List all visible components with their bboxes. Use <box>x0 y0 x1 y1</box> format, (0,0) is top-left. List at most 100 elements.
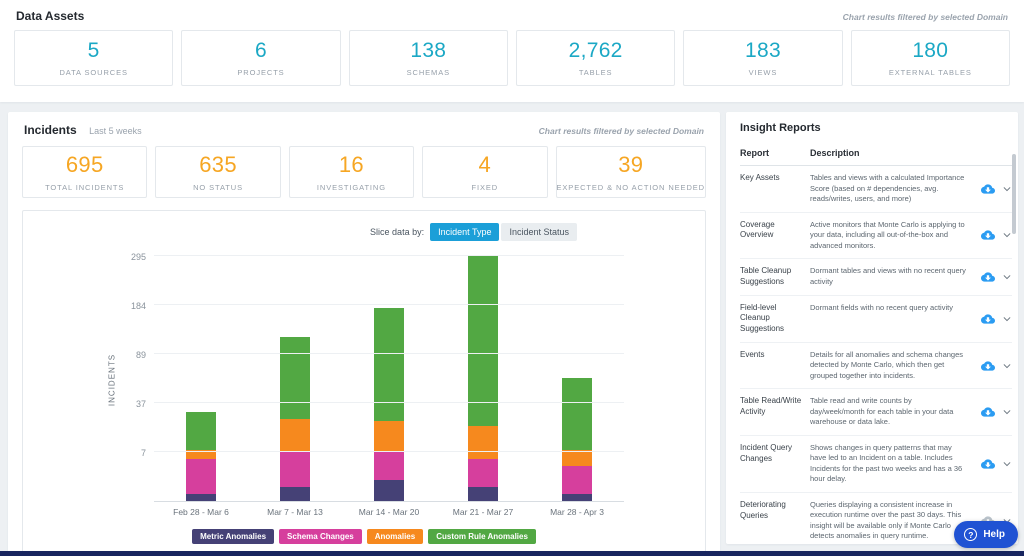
bar-segment-custom-rule-anomalies[interactable] <box>280 337 310 419</box>
stat-value: 5 <box>87 39 100 62</box>
bar-segment-metric-anomalies[interactable] <box>186 494 216 501</box>
stat-value: 695 <box>65 152 104 177</box>
chevron-down-icon[interactable] <box>1002 272 1012 282</box>
x-tick-label: Mar 28 - Apr 3 <box>550 507 604 517</box>
report-description: Queries displaying a consistent increase… <box>810 499 962 541</box>
stat-value: 2,762 <box>568 39 623 62</box>
stat-card: 4 FIXED <box>422 146 548 198</box>
help-button-label: Help <box>983 529 1005 540</box>
stacked-bar-chart: INCIDENTS 7 37 89 184 295 Feb 28 - Mar 6 Mar … <box>104 252 624 544</box>
stat-value: 183 <box>745 39 781 62</box>
stacked-bar[interactable] <box>280 337 310 501</box>
bar-segment-custom-rule-anomalies[interactable] <box>562 378 592 450</box>
stacked-bar[interactable] <box>186 412 216 501</box>
stat-value: 635 <box>199 152 237 177</box>
insight-report-row: Table Cleanup Suggestions Dormant tables… <box>740 259 1012 296</box>
cloud-download-icon[interactable] <box>981 359 995 373</box>
cloud-download-icon[interactable] <box>981 457 995 471</box>
insight-reports-title: Insight Reports <box>740 122 821 134</box>
report-name: Coverage Overview <box>740 219 775 240</box>
data-assets-title: Data Assets <box>16 9 85 23</box>
bar-segment-metric-anomalies[interactable] <box>374 480 404 501</box>
legend-chip-anomalies: Anomalies <box>366 529 424 544</box>
stat-card: 39 EXPECTED & NO ACTION NEEDED <box>555 146 706 198</box>
stat-card: 16 INVESTIGATING <box>288 146 415 198</box>
cloud-download-icon[interactable] <box>981 228 995 242</box>
stat-value: 39 <box>618 152 644 177</box>
incidents-filter-note: Chart results filtered by selected Domai… <box>538 126 704 136</box>
insight-reports-table: Report Description Key Assets Tables and… <box>726 142 1018 544</box>
description-column-header: Description <box>810 148 860 158</box>
report-description: Table read and write counts by day/week/… <box>810 396 954 427</box>
footer-strip <box>0 551 1024 556</box>
bar-segment-custom-rule-anomalies[interactable] <box>186 412 216 450</box>
cloud-download-icon[interactable] <box>981 312 995 326</box>
stat-card: 695 TOTAL INCIDENTS <box>22 146 148 198</box>
bar-segment-anomalies[interactable] <box>468 426 498 459</box>
bar-segment-schema-changes[interactable] <box>186 459 216 494</box>
insight-report-row: Table Read/Write Activity Table read and… <box>740 389 1012 436</box>
stat-card: 6 PROJECTS <box>181 30 341 86</box>
stacked-bar[interactable] <box>374 308 404 501</box>
bar-segment-metric-anomalies[interactable] <box>562 494 592 501</box>
slice-toggle-incident-type[interactable]: Incident Type <box>430 223 500 241</box>
cloud-download-icon[interactable] <box>981 182 995 196</box>
data-asset-stats: 5 DATA SOURCES 6 PROJECTS 138 SCHEMAS 2,… <box>0 30 1024 86</box>
chevron-down-icon[interactable] <box>1002 459 1012 469</box>
bar-segment-anomalies[interactable] <box>374 421 404 452</box>
slice-toggle-group: Incident Type Incident Status <box>430 223 577 241</box>
scrollbar-thumb[interactable] <box>1012 154 1016 234</box>
data-assets-filter-note: Chart results filtered by selected Domai… <box>842 12 1008 22</box>
incident-stats: 695 TOTAL INCIDENTS 635 NO STATUS 16 INV… <box>8 146 720 198</box>
data-assets-section: Data Assets Chart results filtered by se… <box>0 0 1024 102</box>
cloud-download-icon[interactable] <box>981 270 995 284</box>
insight-report-row: Field-level Cleanup Suggestions Dormant … <box>740 296 1012 343</box>
bar-segment-anomalies[interactable] <box>562 450 592 466</box>
question-mark-icon: ? <box>964 528 978 541</box>
report-name: Key Assets <box>740 173 780 182</box>
bar-segment-custom-rule-anomalies[interactable] <box>374 308 404 421</box>
stat-label: INVESTIGATING <box>316 183 386 192</box>
x-tick-label: Mar 14 - Mar 20 <box>358 507 420 517</box>
bar-segment-anomalies[interactable] <box>280 419 310 452</box>
stat-card: 138 SCHEMAS <box>348 30 508 86</box>
help-button[interactable]: ? Help <box>954 521 1018 548</box>
legend-chip-metric-anomalies: Metric Anomalies <box>192 529 275 544</box>
bar-slot <box>154 257 248 501</box>
insight-report-row: Key Assets Tables and views with a calcu… <box>740 166 1012 213</box>
report-description: Tables and views with a calculated Impor… <box>810 173 965 203</box>
stat-card: 2,762 TABLES <box>515 30 676 86</box>
chevron-down-icon[interactable] <box>1002 184 1012 194</box>
stacked-bar[interactable] <box>468 256 498 501</box>
bar-slot <box>248 257 342 501</box>
report-description: Active monitors that Monte Carlo is appl… <box>810 219 965 250</box>
chevron-down-icon[interactable] <box>1002 314 1012 324</box>
bar-segment-anomalies[interactable] <box>186 450 216 459</box>
chevron-down-icon[interactable] <box>1002 361 1012 371</box>
stat-label: FIXED <box>471 183 499 192</box>
insight-report-row: Incident Query Changes Shows changes in … <box>740 436 1012 493</box>
report-description: Shows changes in query patterns that may… <box>810 442 963 484</box>
bar-slot <box>530 257 624 501</box>
bar-segment-metric-anomalies[interactable] <box>280 487 310 501</box>
stat-value: 6 <box>255 39 267 62</box>
incidents-chart-card: Slice data by: Incident Type Incident Sta… <box>22 210 706 556</box>
bar-segment-schema-changes[interactable] <box>468 459 498 487</box>
bar-segment-schema-changes[interactable] <box>280 452 310 487</box>
chart-bars <box>154 256 624 501</box>
stacked-bar[interactable] <box>562 378 592 501</box>
bar-segment-custom-rule-anomalies[interactable] <box>468 256 498 426</box>
y-axis-label-box: INCIDENTS <box>104 257 120 502</box>
bar-segment-schema-changes[interactable] <box>562 466 592 494</box>
stat-label: DATA SOURCES <box>59 68 128 77</box>
chevron-down-icon[interactable] <box>1002 230 1012 240</box>
cloud-download-icon[interactable] <box>981 405 995 419</box>
chevron-down-icon[interactable] <box>1002 407 1012 417</box>
slice-toggle-incident-status[interactable]: Incident Status <box>501 223 577 241</box>
report-name: Deteriorating Queries <box>740 499 786 520</box>
report-description: Details for all anomalies and schema cha… <box>810 349 963 380</box>
gridline <box>154 402 624 403</box>
bar-segment-schema-changes[interactable] <box>374 452 404 480</box>
bar-segment-metric-anomalies[interactable] <box>468 487 498 501</box>
insight-report-row: Events Details for all anomalies and sch… <box>740 343 1012 390</box>
